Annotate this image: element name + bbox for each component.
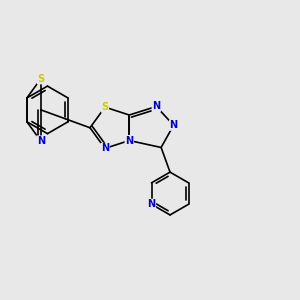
- Text: S: S: [37, 74, 44, 84]
- Text: N: N: [101, 143, 109, 153]
- Text: S: S: [101, 102, 109, 112]
- Text: N: N: [37, 136, 45, 146]
- Text: N: N: [152, 101, 160, 112]
- Text: N: N: [147, 199, 156, 209]
- Text: N: N: [169, 120, 178, 130]
- Text: N: N: [125, 136, 133, 146]
